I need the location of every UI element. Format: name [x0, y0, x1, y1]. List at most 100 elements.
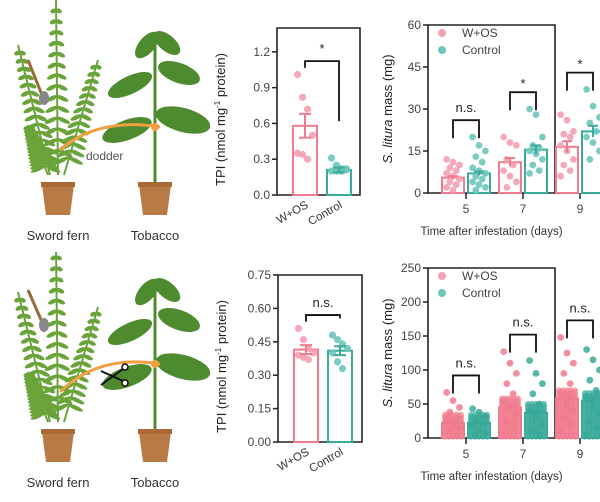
significance-label: * [520, 76, 525, 91]
significance-label: n.s. [456, 355, 477, 370]
fern-leaflet [46, 84, 58, 91]
fern-leaflet [27, 393, 39, 401]
y-tick-label: 45 [408, 60, 422, 74]
fern-leaflet [22, 345, 33, 352]
plot-frame [277, 274, 363, 443]
significance-bracket [305, 314, 341, 322]
x-tick-label: 9 [577, 202, 584, 216]
data-point [469, 164, 476, 172]
data-point [298, 93, 307, 101]
fern-leaflet [33, 106, 45, 114]
dodder-vine [58, 360, 161, 394]
fern-leaflet [56, 342, 69, 349]
data-point [469, 178, 476, 186]
fern-leaflet [23, 125, 30, 131]
pot-rim [138, 429, 172, 434]
pot [139, 185, 171, 215]
data-point [475, 181, 483, 189]
fern-leaflet [56, 84, 68, 91]
y-tick-label: 0.0 [253, 188, 270, 202]
data-point [589, 356, 597, 364]
data-point [294, 324, 303, 333]
data-point [592, 127, 600, 135]
bar-wos [293, 348, 319, 443]
legend-label: W+OS [462, 26, 498, 40]
fern-leaflet [89, 333, 98, 339]
fern-leaflet [67, 156, 83, 165]
fern-leaflet [26, 143, 38, 150]
illustration-connected: dodder Sword fern Tobacco [14, 0, 210, 243]
data-point [541, 401, 547, 407]
data-point [539, 133, 546, 141]
fern-leaflet [76, 100, 86, 107]
x-tick-label: 5 [463, 447, 470, 461]
fern-leaflet [26, 140, 36, 147]
fern-leaflet [55, 266, 63, 272]
fern-leaflet [64, 128, 78, 136]
x-tick-label: 9 [577, 447, 584, 461]
fern-leaflet [56, 363, 71, 371]
tobacco-leaf [107, 71, 153, 99]
fern-leaflet [78, 93, 88, 99]
fern-leaflet [56, 309, 66, 316]
fern-leaflet [73, 354, 84, 361]
data-point [475, 142, 483, 149]
y-tick-label: 0.3 [253, 152, 270, 166]
fern-leaflet [84, 78, 92, 85]
legend-marker-wos [438, 29, 446, 37]
data-point [589, 139, 597, 147]
legend-label: Control [462, 286, 501, 300]
fern-leaflet [56, 352, 70, 360]
fern-leaflet [28, 152, 41, 160]
fern-leaflet [48, 288, 57, 294]
data-point [515, 395, 521, 402]
fern-leaflet [87, 340, 96, 346]
fern-leaflet [81, 86, 90, 92]
fern-leaflet [82, 354, 94, 361]
significance-bracket [509, 333, 537, 353]
significance-bracket [509, 91, 537, 111]
x-tick-label: 7 [520, 202, 527, 216]
label-sword-fern: Sword fern [27, 228, 90, 243]
significance-label: n.s. [456, 100, 477, 115]
chart-mass-severed: 0 50 100 150 200 250 5 n.s. 7 n.s. 9 n.s. W+OS Contro… [380, 261, 600, 483]
data-point [443, 184, 450, 191]
fern-leaflet [24, 114, 37, 122]
fern-leaflet [67, 403, 83, 412]
fern-leaflet [23, 353, 35, 361]
data-point [596, 114, 600, 121]
fern-leaflet [19, 297, 26, 303]
fern-leaflet [43, 146, 59, 155]
fern-leaflet [56, 277, 64, 283]
data-point [583, 86, 590, 93]
fern-leaflet [87, 71, 95, 77]
x-tick-label: 7 [520, 447, 527, 461]
fern-leaflet [73, 107, 84, 114]
y-tick-label: 0.60 [248, 301, 272, 315]
fern-leaflet [72, 389, 86, 398]
fern-leaflet [18, 321, 27, 328]
brush-handle-icon [26, 59, 44, 96]
fern-leaflet [55, 19, 63, 25]
fern-leaflet [15, 305, 23, 311]
fern-leaflet [28, 372, 36, 378]
data-point [299, 335, 308, 344]
fern-leaflet [43, 393, 59, 402]
y-axis-label: TPI (nmol mg-1 protein) [214, 300, 229, 433]
data-point [526, 105, 533, 113]
data-point [443, 156, 450, 163]
significance-bracket [452, 374, 480, 394]
fern-leaflet [28, 125, 36, 131]
fern-leaflet [56, 396, 71, 405]
fern-leaflet [49, 277, 57, 283]
data-point [557, 111, 564, 118]
fern-leaflet [48, 51, 57, 58]
data-point [513, 178, 520, 186]
fern-leaflet [26, 387, 36, 394]
label-sword-fern: Sword fern [27, 475, 90, 490]
data-point [449, 158, 457, 166]
fern-leaflet [20, 337, 31, 344]
y-tick-label: 0 [414, 431, 421, 445]
tobacco-leaf [158, 60, 200, 86]
